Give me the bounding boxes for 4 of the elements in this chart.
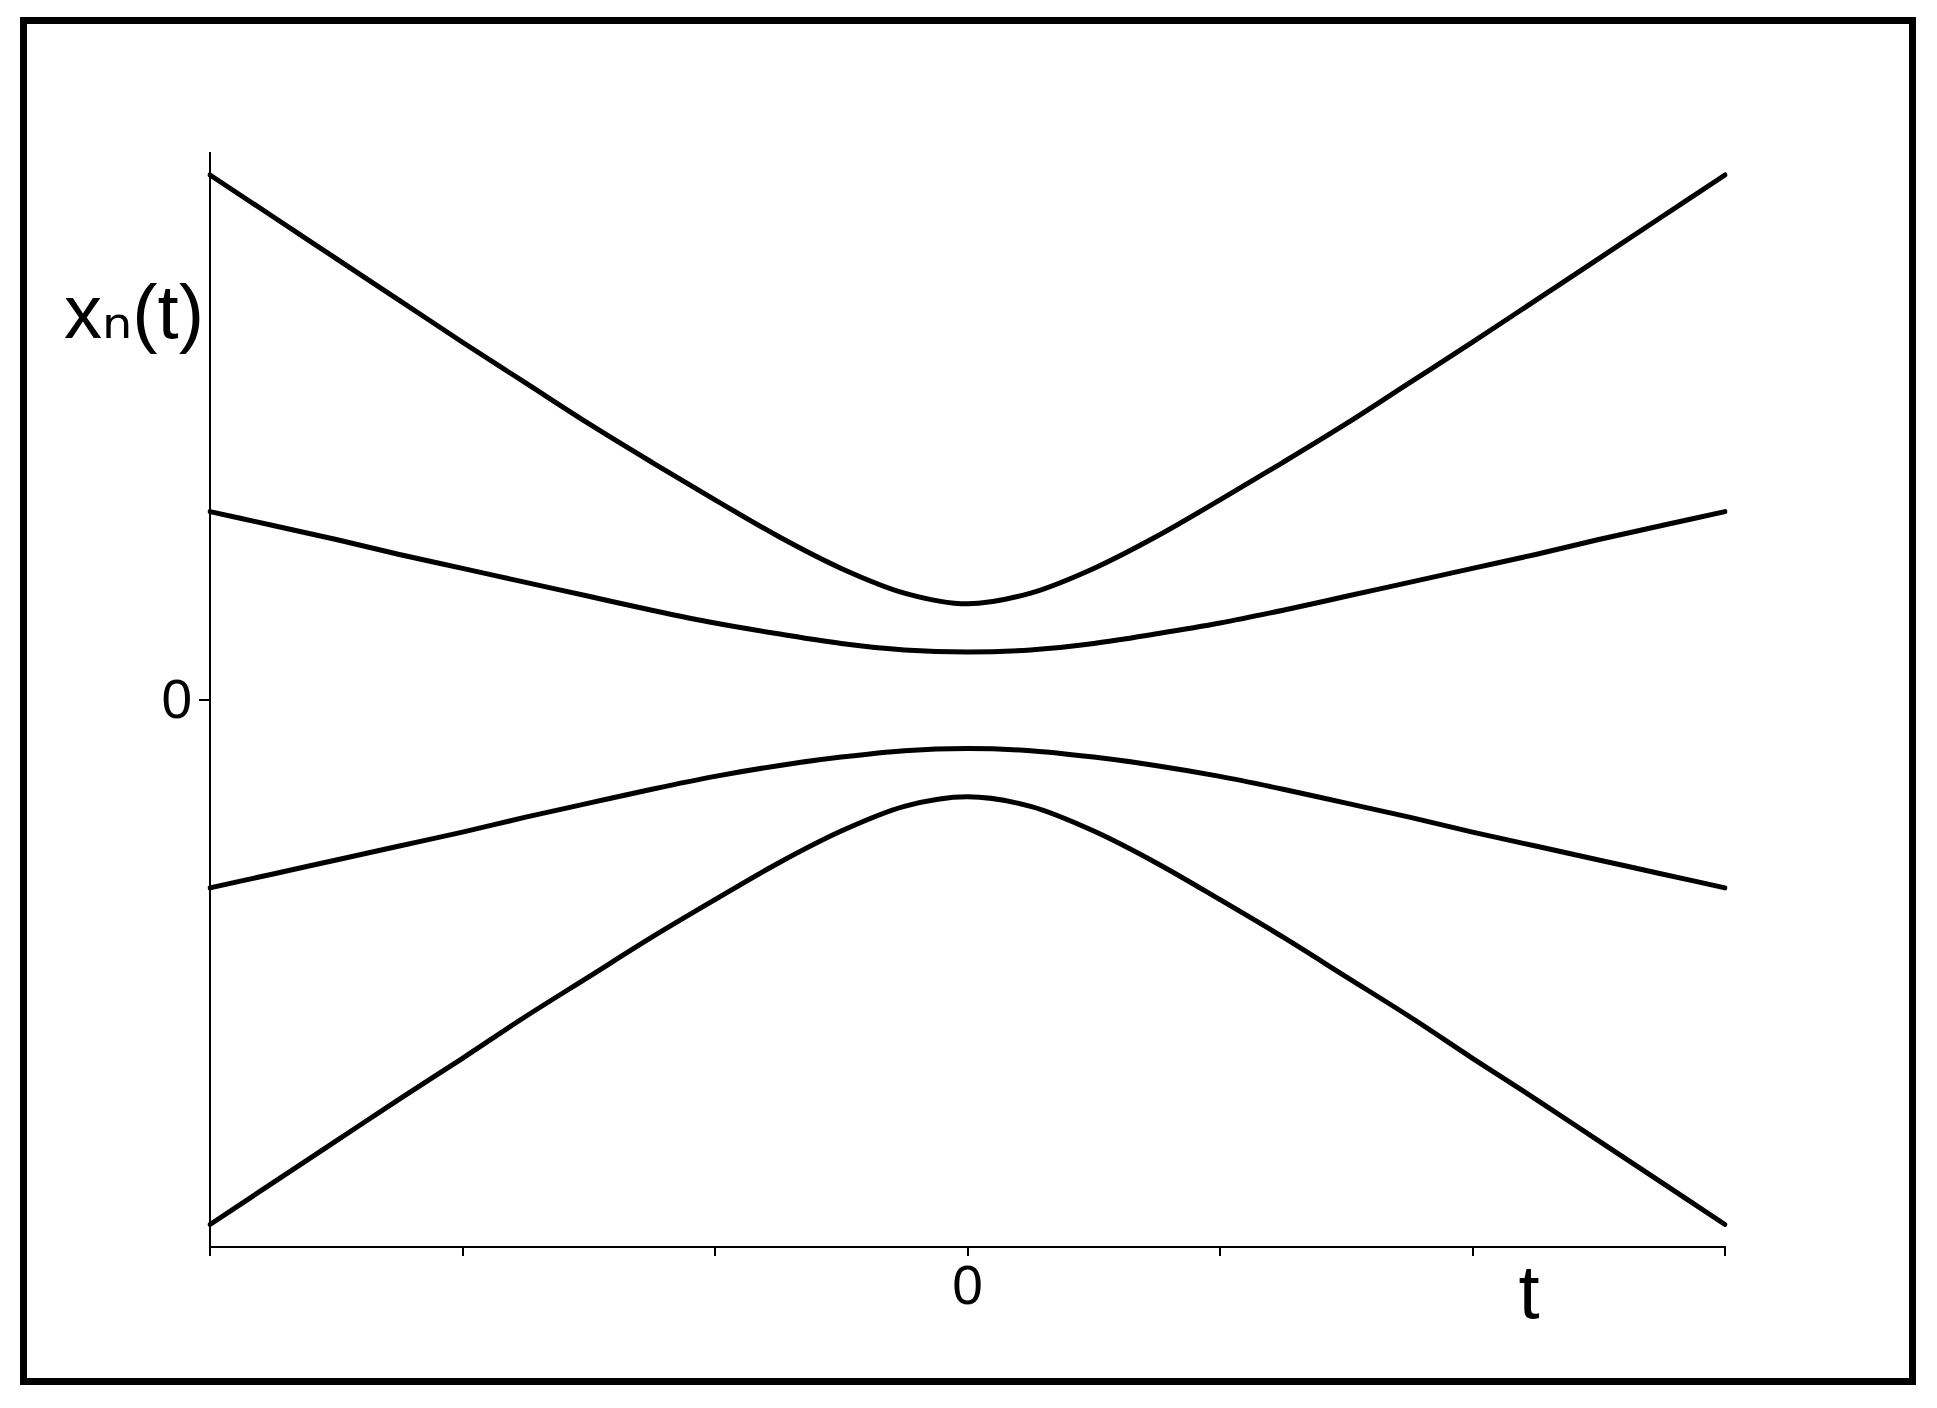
text: 0 (952, 1254, 983, 1316)
x-axis-title: t (1518, 1249, 1540, 1334)
text: 0 (161, 668, 192, 731)
y-axis-title: xₙ(t) (64, 269, 205, 354)
